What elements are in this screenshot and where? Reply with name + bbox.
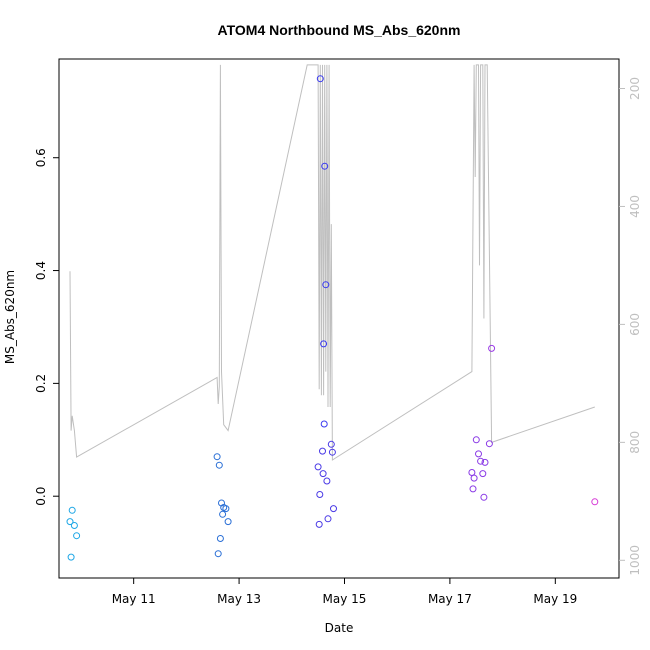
data-point <box>73 532 81 540</box>
data-point <box>68 506 76 514</box>
data-point <box>219 510 227 518</box>
data-point <box>323 477 331 485</box>
data-point <box>320 340 328 348</box>
data-point <box>213 453 221 461</box>
data-point <box>481 458 489 466</box>
data-point <box>330 505 337 513</box>
data-point <box>214 550 222 558</box>
data-point <box>316 75 324 83</box>
x-tick-label: May 15 <box>323 592 367 606</box>
data-point <box>477 457 485 465</box>
data-point <box>67 553 75 561</box>
data-point <box>591 498 599 506</box>
x-axis-label: Date <box>325 621 354 635</box>
x-tick-label: May 17 <box>428 592 472 606</box>
scatter-point-layer <box>66 75 599 561</box>
data-point <box>328 448 336 456</box>
data-point <box>224 518 232 526</box>
chart-title: ATOM4 Northbound MS_Abs_620nm <box>218 22 461 38</box>
data-point <box>319 447 326 455</box>
y-tick-label: 0.2 <box>34 374 48 393</box>
series-line <box>69 64 595 461</box>
data-point <box>319 470 327 478</box>
data-point <box>322 281 330 289</box>
x-axis: May 11 May 13 May 15 May 17 May 19 <box>112 578 577 606</box>
y-tick-label: 0.0 <box>34 487 48 506</box>
right-tick-label: 800 <box>628 431 642 454</box>
data-point <box>470 474 478 482</box>
data-point <box>485 440 493 448</box>
data-point <box>469 485 477 493</box>
data-point <box>480 493 488 501</box>
right-tick-label: 400 <box>628 195 642 218</box>
x-tick-label: May 11 <box>112 592 156 606</box>
data-point <box>327 440 335 448</box>
data-point <box>66 518 74 526</box>
data-point <box>314 463 322 471</box>
right-tick-label: 1000 <box>628 545 642 576</box>
right-axis-line-layer <box>69 64 595 461</box>
y-axis-label: MS_Abs_620nm <box>3 270 17 364</box>
y-axis: 0.0 0.2 0.4 0.6 <box>34 148 59 506</box>
right-tick-label: 600 <box>628 313 642 336</box>
plot-frame <box>58 58 620 579</box>
data-point <box>475 450 482 458</box>
y-tick-label: 0.4 <box>34 261 48 280</box>
data-point <box>324 515 332 523</box>
data-point <box>472 436 480 444</box>
data-point <box>216 535 224 542</box>
right-axis: 200 400 600 800 1000 <box>619 77 642 576</box>
right-tick-label: 200 <box>628 77 642 100</box>
data-point <box>321 162 329 170</box>
data-point <box>488 344 496 352</box>
data-point <box>70 522 78 529</box>
y-tick-label: 0.6 <box>34 148 48 167</box>
data-point <box>222 505 230 513</box>
data-point <box>315 520 323 528</box>
data-point <box>316 491 324 498</box>
data-point <box>479 470 487 478</box>
data-point <box>215 461 223 469</box>
data-point <box>468 469 476 476</box>
x-tick-label: May 13 <box>217 592 261 606</box>
x-tick-label: May 19 <box>533 592 577 606</box>
data-point <box>320 420 328 428</box>
